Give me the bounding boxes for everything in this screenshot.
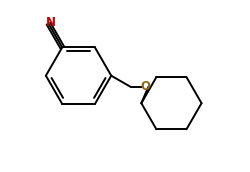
Text: O: O	[140, 80, 150, 93]
Text: N: N	[46, 16, 56, 29]
